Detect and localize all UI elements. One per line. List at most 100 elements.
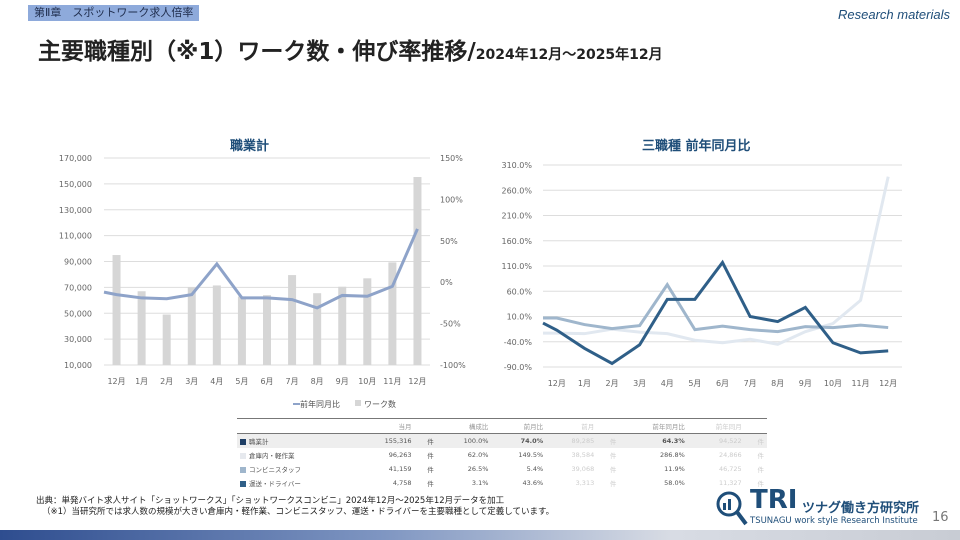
cell-text: 74.0%	[520, 437, 544, 445]
y-tick-left: 50,000	[64, 309, 92, 318]
table-cell: 96,263	[356, 448, 414, 462]
cell-text: コンビニスタッフ	[249, 466, 301, 474]
bar	[338, 286, 347, 365]
legend-swatch	[240, 453, 246, 459]
cell-text: 件	[427, 466, 434, 474]
table-cell: 件	[597, 433, 620, 448]
logo-en: TSUNAGU work style Research Institute	[750, 516, 918, 526]
table-cell: 11,327	[688, 476, 745, 490]
chapter-label: 第Ⅱ章 スポットワーク求人倍率	[28, 5, 200, 21]
line-series-2	[542, 259, 889, 366]
table-cell: 件	[745, 476, 767, 490]
page-number: 16	[932, 510, 949, 525]
table-cell: 58.0%	[619, 476, 687, 490]
cell-text: 件	[609, 480, 617, 488]
column-header: 前年同月	[687, 418, 745, 434]
x-tick: 9月	[336, 377, 349, 386]
cell-text: 11.9%	[664, 465, 685, 473]
cell-text: 62.0%	[467, 451, 489, 459]
cell-text: 件	[427, 452, 434, 460]
cell-text: 件	[757, 452, 765, 460]
cell-text: 3.1%	[471, 479, 489, 487]
chart2-title: 三職種 前年同月比	[642, 139, 751, 154]
title-main: 主要職種別（※1）ワーク数・伸び率推移/	[38, 39, 476, 65]
cell-text: 26.5%	[467, 465, 489, 473]
x-tick: 4月	[210, 377, 223, 386]
table-cell: 運送・ドライバー	[237, 476, 356, 490]
y-tick: 310.0%	[501, 161, 532, 170]
y-tick-left: 110,000	[59, 232, 92, 241]
bar	[413, 176, 422, 365]
bar	[137, 291, 146, 365]
line-series-0	[543, 176, 890, 346]
cell-text: 件	[609, 452, 617, 460]
legend-yoy: 前年同月比	[300, 399, 340, 409]
magnifier-chart-icon	[716, 491, 748, 526]
y-tick-left: 70,000	[64, 283, 92, 292]
table-cell: 286.8%	[619, 448, 687, 462]
cell-text: 149.5%	[518, 451, 544, 459]
table-row: 運送・ドライバー 4,758 件 3.1% 43.6% 3,313 件 58.0% 11,327…	[237, 476, 767, 490]
y-tick: 160.0%	[501, 237, 532, 246]
legend-swatch	[240, 481, 246, 487]
table-cell: 件	[415, 462, 437, 476]
bar	[363, 278, 372, 365]
cell-text: 11,327	[718, 479, 742, 487]
table-cell: 件	[414, 433, 437, 448]
table-cell: 64.3%	[619, 433, 688, 448]
bar	[388, 262, 397, 365]
table-cell: 3,313	[546, 476, 597, 490]
y-tick-left: 90,000	[64, 258, 92, 267]
cell-text: 89,285	[571, 437, 595, 445]
cell-text: 38,584	[571, 451, 595, 459]
x-tick: 7月	[744, 379, 757, 388]
cell-text: 286.8%	[660, 451, 685, 459]
footer-bar	[0, 530, 960, 540]
y-tick-right: 150%	[440, 154, 463, 163]
cell-text: 58.0%	[664, 479, 685, 487]
x-tick: 5月	[235, 377, 248, 386]
x-tick: 6月	[716, 379, 729, 388]
cell-text: 94,522	[718, 437, 742, 445]
y-tick: 260.0%	[501, 186, 532, 195]
table-cell: 11.9%	[619, 462, 687, 476]
cell-text: 5.4%	[526, 465, 544, 473]
x-tick: 10月	[824, 379, 842, 388]
cell-text: 155,316	[384, 437, 412, 445]
combo-chart: 170,000 150,000 130,000 110,000 90,000 70,000…	[59, 154, 466, 409]
line-series-yoy	[103, 228, 419, 310]
page-title: 主要職種別（※1）ワーク数・伸び率推移/2024年12月～2025年12月	[38, 32, 663, 66]
y-tick-right: -50%	[440, 320, 461, 329]
legend-swatch	[240, 439, 246, 445]
y-tick-right: 100%	[440, 195, 463, 204]
column-header: 前月	[546, 418, 598, 434]
bar	[112, 255, 121, 365]
cell-text: 64.3%	[662, 437, 685, 445]
y-tick: 10.0%	[507, 313, 533, 322]
x-tick: 8月	[771, 379, 784, 388]
bar	[263, 295, 271, 365]
column-header: 構成比	[436, 418, 492, 434]
table-cell: 24,866	[688, 448, 745, 462]
table-row: 倉庫内・軽作業 96,263 件 62.0% 149.5% 38,584 件 286.8% 24…	[237, 448, 767, 462]
bar	[288, 275, 297, 365]
x-tick: 9月	[799, 379, 812, 388]
x-tick: 12月	[548, 379, 566, 388]
bar	[313, 293, 322, 365]
cell-text: 件	[757, 480, 765, 488]
bar	[212, 285, 221, 365]
note-line: （※1）当研究所では求人数の規模が大きい倉庫内・軽作業、コンビニスタッフ、運送・…	[42, 507, 555, 517]
x-tick: 7月	[286, 377, 299, 386]
table-cell: 件	[415, 448, 437, 462]
column-header	[237, 418, 357, 434]
x-tick: 3月	[633, 379, 646, 388]
line-series-1	[543, 281, 889, 334]
y-tick-left: 150,000	[59, 180, 92, 189]
y-tick: 60.0%	[507, 287, 533, 296]
cell-text: 96,263	[388, 451, 412, 459]
y-tick: 210.0%	[501, 212, 532, 221]
table-cell: 149.5%	[491, 448, 546, 462]
table-cell: 62.0%	[437, 448, 492, 462]
table-cell: 26.5%	[437, 462, 492, 476]
y-tick: -90.0%	[504, 363, 533, 372]
